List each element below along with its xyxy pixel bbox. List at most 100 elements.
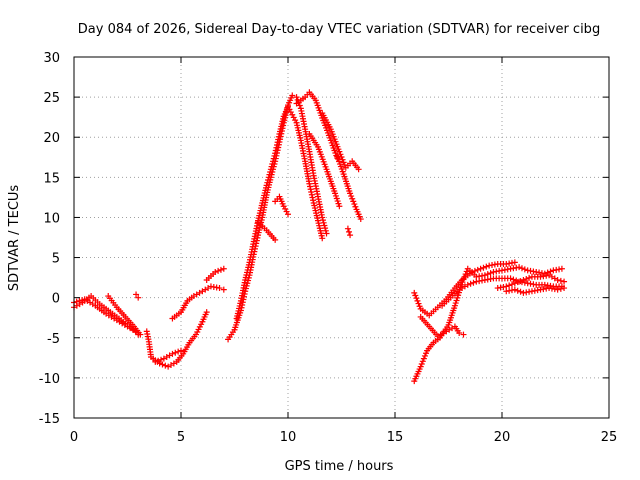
x-tick-label: 15 (387, 430, 404, 445)
data-point (340, 159, 347, 166)
series-track-j (233, 103, 326, 322)
data-point (350, 198, 357, 205)
series-track-g (169, 283, 227, 322)
data-point (270, 158, 277, 165)
y-tick-label: 30 (43, 51, 60, 66)
data-point (516, 264, 523, 271)
data-point (452, 300, 459, 307)
data-point (547, 268, 554, 275)
series-track-c (105, 293, 144, 338)
data-point (345, 228, 352, 235)
x-tick-label: 0 (70, 430, 78, 445)
plot-frame (73, 56, 610, 419)
data-point (460, 331, 467, 338)
data-point (309, 194, 316, 201)
data-point (285, 211, 291, 218)
data-point (169, 350, 176, 357)
y-tick-label: 20 (43, 131, 60, 146)
data-point (73, 298, 80, 305)
data-point (178, 347, 184, 354)
data-point (319, 235, 326, 242)
data-point (347, 190, 354, 197)
data-point (268, 163, 275, 170)
data-point (451, 302, 458, 309)
data-point (417, 363, 424, 370)
data-point (357, 216, 364, 223)
data-point (507, 275, 514, 282)
series-track-q (344, 225, 354, 239)
data-point (323, 230, 330, 237)
data-point (557, 285, 564, 292)
data-point (275, 133, 282, 140)
data-point (272, 236, 279, 243)
data-point (510, 276, 517, 283)
data-point (511, 286, 518, 293)
data-point (339, 156, 346, 163)
data-point (420, 355, 427, 362)
x-tick-label: 20 (494, 430, 511, 445)
y-tick-label: 25 (43, 91, 60, 106)
data-point (554, 277, 561, 284)
data-point (336, 203, 343, 210)
data-point (269, 160, 276, 167)
data-point (554, 286, 561, 293)
data-point (523, 275, 530, 282)
series-track-w (503, 285, 568, 296)
y-tick-label: -10 (39, 372, 60, 387)
series-track-h (203, 265, 227, 284)
data-point (526, 274, 533, 281)
data-point (159, 361, 166, 368)
data-point (347, 232, 354, 239)
series-track-f (152, 347, 184, 365)
data-point (293, 94, 300, 101)
data-point (308, 189, 315, 196)
data-point (220, 265, 227, 272)
data-point (322, 225, 329, 232)
data-point (274, 139, 281, 146)
data-point (244, 280, 251, 287)
series-track-l (272, 193, 291, 218)
data-point (455, 292, 462, 299)
data-point (517, 288, 524, 295)
data-point (307, 186, 314, 193)
data-point (483, 263, 490, 270)
data-point (310, 197, 317, 204)
data-point (355, 166, 362, 173)
data-point (270, 155, 277, 162)
x-tick-label: 10 (280, 430, 297, 445)
data-point (514, 287, 521, 294)
data-point (265, 177, 272, 184)
data-point (518, 265, 525, 272)
data-point (514, 279, 521, 286)
data-point (175, 348, 182, 355)
series-track-d (133, 291, 142, 301)
data-point (469, 268, 476, 275)
chart-title: Day 084 of 2026, Sidereal Day-to-day VTE… (78, 22, 600, 37)
data-point (421, 352, 428, 359)
data-point (557, 277, 564, 284)
data-point (348, 193, 355, 200)
data-point (275, 136, 282, 143)
data-point (79, 297, 86, 304)
series-track-m (293, 89, 341, 162)
data-point (511, 280, 518, 287)
data-point (273, 142, 280, 149)
data-point (521, 266, 528, 273)
series-track-n (306, 131, 343, 210)
data-point (162, 362, 169, 369)
series-track-t (417, 313, 467, 340)
x-tick-label: 25 (601, 430, 618, 445)
data-point (272, 150, 279, 157)
data-point (320, 219, 327, 226)
data-point (265, 174, 272, 181)
data-point (349, 195, 356, 202)
data-point (558, 265, 565, 272)
x-axis-label: GPS time / hours (285, 459, 394, 474)
data-point (411, 289, 418, 296)
data-point (508, 281, 515, 288)
data-point (511, 259, 518, 266)
series-track-b (71, 296, 142, 336)
data-point (264, 179, 271, 186)
data-point (307, 183, 314, 190)
